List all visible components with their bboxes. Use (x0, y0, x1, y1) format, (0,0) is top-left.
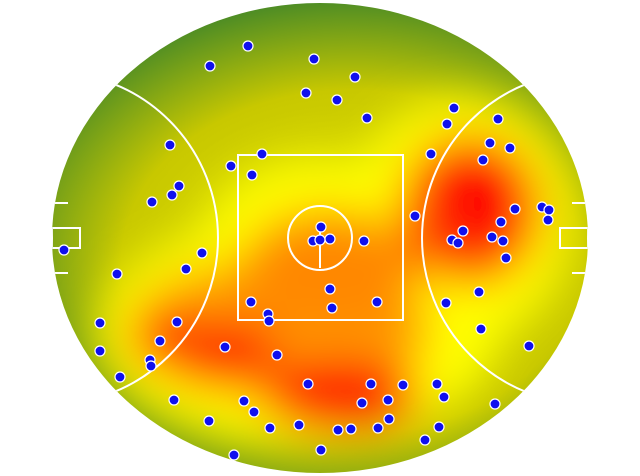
point (204, 60, 216, 72)
point (383, 413, 395, 425)
point (324, 283, 336, 295)
point (448, 102, 460, 114)
point (248, 406, 260, 418)
point (345, 423, 357, 435)
point (219, 341, 231, 353)
point (440, 297, 452, 309)
point (452, 237, 464, 249)
point (171, 316, 183, 328)
point (523, 340, 535, 352)
point (324, 233, 336, 245)
point (302, 378, 314, 390)
point (489, 398, 501, 410)
point (504, 142, 516, 154)
point (168, 394, 180, 406)
point (271, 349, 283, 361)
point (425, 148, 437, 160)
point (441, 118, 453, 130)
point (180, 263, 192, 275)
point (365, 378, 377, 390)
point (111, 268, 123, 280)
point (245, 296, 257, 308)
point (475, 323, 487, 335)
point (173, 180, 185, 192)
point (486, 231, 498, 243)
point (457, 225, 469, 237)
point (484, 137, 496, 149)
point (361, 112, 373, 124)
point (228, 449, 240, 461)
point (94, 345, 106, 357)
point (225, 160, 237, 172)
point (238, 395, 250, 407)
point (256, 148, 268, 160)
point (438, 391, 450, 403)
point (332, 424, 344, 436)
point (331, 94, 343, 106)
point (293, 419, 305, 431)
point (473, 286, 485, 298)
point (500, 252, 512, 264)
point (433, 421, 445, 433)
point (315, 444, 327, 456)
point (58, 244, 70, 256)
point (166, 189, 178, 201)
point (492, 113, 504, 125)
point (114, 371, 126, 383)
point (543, 204, 555, 216)
point (419, 434, 431, 446)
point (358, 235, 370, 247)
point (397, 379, 409, 391)
point (146, 196, 158, 208)
point (542, 214, 554, 226)
point (477, 154, 489, 166)
point (242, 40, 254, 52)
point (314, 234, 326, 246)
point (349, 71, 361, 83)
point (154, 335, 166, 347)
point (203, 415, 215, 427)
point (356, 397, 368, 409)
point (497, 235, 509, 247)
point (409, 210, 421, 222)
point (263, 315, 275, 327)
point (308, 53, 320, 65)
points (58, 40, 555, 461)
point (164, 139, 176, 151)
point (246, 169, 258, 181)
point (382, 394, 394, 406)
point (94, 317, 106, 329)
point (300, 87, 312, 99)
point (326, 302, 338, 314)
point (372, 422, 384, 434)
point (196, 247, 208, 259)
point (431, 378, 443, 390)
point (145, 360, 157, 372)
point (264, 422, 276, 434)
point (509, 203, 521, 215)
point (371, 296, 383, 308)
point (315, 221, 327, 233)
point (495, 216, 507, 228)
